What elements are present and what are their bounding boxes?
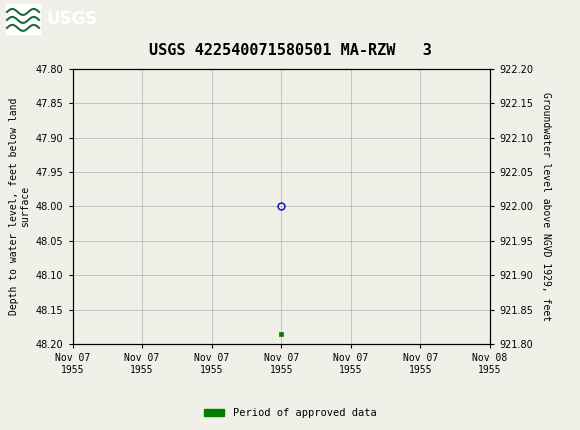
Legend: Period of approved data: Period of approved data: [200, 404, 380, 423]
Text: USGS 422540071580501 MA-RZW   3: USGS 422540071580501 MA-RZW 3: [148, 43, 432, 58]
Y-axis label: Groundwater level above NGVD 1929, feet: Groundwater level above NGVD 1929, feet: [542, 92, 552, 321]
Text: USGS: USGS: [46, 10, 97, 28]
Y-axis label: Depth to water level, feet below land
surface: Depth to water level, feet below land su…: [9, 98, 30, 315]
Bar: [6, 4, 40, 34]
